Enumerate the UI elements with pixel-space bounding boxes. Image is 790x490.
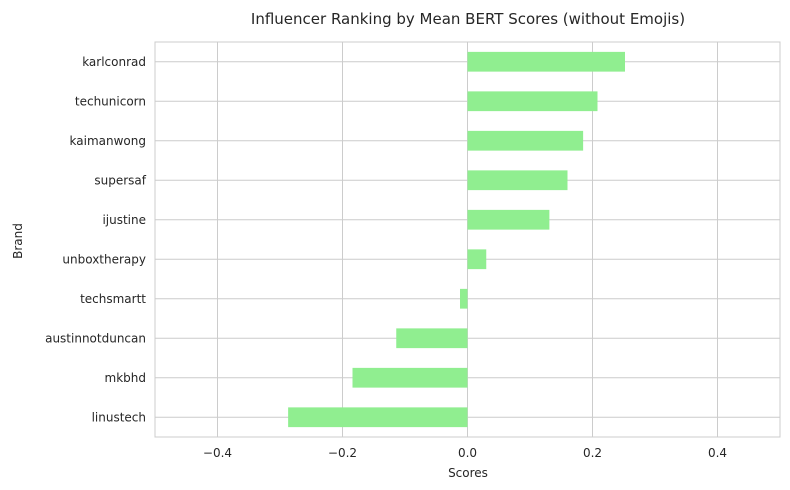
y-tick-label: karlconrad <box>82 55 146 69</box>
y-tick-label: mkbhd <box>105 371 146 385</box>
bar-linustech <box>288 407 468 428</box>
x-tick-label: 0.0 <box>458 446 477 460</box>
y-tick-label: techsmartt <box>80 292 146 306</box>
x-tick-label: 0.4 <box>708 446 727 460</box>
y-tick-labels: karlconrad techunicorn kaimanwong supersaf i… <box>45 55 147 425</box>
bar-karlconrad <box>467 51 625 72</box>
bar-mkbhd <box>352 367 468 388</box>
chart-title: Influencer Ranking by Mean BERT Scores (… <box>251 10 685 28</box>
y-tick-label: linustech <box>92 410 146 424</box>
bar-supersaf <box>467 170 568 191</box>
plot-frame <box>154 41 781 438</box>
y-tick-label: techunicorn <box>75 94 146 108</box>
y-tick-label: ijustine <box>102 213 146 227</box>
y-axis-label: Brand <box>11 223 25 259</box>
x-axis-label: Scores <box>448 466 488 480</box>
y-tick-label: austinnotduncan <box>45 331 146 345</box>
y-tick-label: supersaf <box>94 173 146 187</box>
x-tick-label: −0.4 <box>203 446 232 460</box>
x-tick-label: 0.2 <box>583 446 602 460</box>
bar-unboxtherapy <box>467 249 487 270</box>
x-tick-label: −0.2 <box>328 446 357 460</box>
y-tick-label: unboxtherapy <box>62 252 146 266</box>
bar-kaimanwong <box>467 130 584 151</box>
x-tick-labels: −0.4 −0.2 0.0 0.2 0.4 <box>203 446 727 460</box>
y-tick-label: kaimanwong <box>70 134 146 148</box>
bar-austinnotduncan <box>396 328 468 349</box>
bars <box>288 51 625 428</box>
bar-ijustine <box>467 209 550 230</box>
bar-techunicorn <box>467 91 598 112</box>
bar-techsmartt <box>460 288 468 309</box>
